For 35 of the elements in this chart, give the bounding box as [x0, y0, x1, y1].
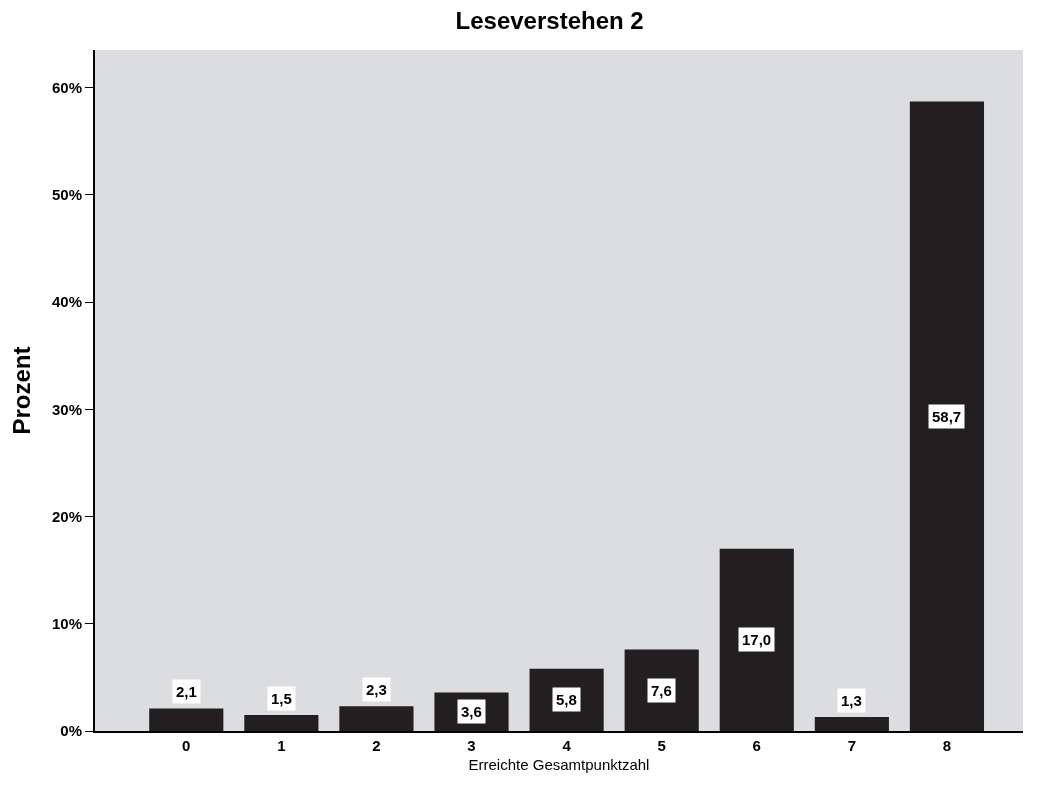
y-tick-label: 0%	[60, 722, 82, 740]
y-tick-label: 30%	[51, 400, 82, 418]
bar	[909, 101, 985, 731]
x-tick-label: 1	[277, 737, 286, 754]
data-label: 58,7	[932, 408, 962, 425]
bar	[719, 548, 794, 731]
bar	[339, 706, 414, 731]
y-tick-label: 20%	[51, 507, 82, 525]
bar	[149, 708, 224, 731]
x-tick-label: 6	[752, 737, 761, 754]
data-label: 5,8	[556, 691, 577, 708]
bar	[814, 717, 889, 731]
y-tick-label: 40%	[51, 293, 82, 311]
x-tick-label: 0	[182, 737, 191, 754]
x-tick-label: 3	[467, 737, 476, 754]
bar	[244, 714, 319, 731]
y-tick-label: 60%	[51, 78, 82, 96]
y-axis-title: Prozent	[7, 346, 35, 435]
x-tick-label: 5	[657, 737, 666, 754]
data-label: 3,6	[461, 703, 482, 720]
x-tick-label: 7	[847, 737, 857, 754]
data-label: 17,0	[742, 631, 772, 648]
x-tick-label: 8	[942, 737, 952, 754]
data-label: 1,5	[271, 690, 292, 707]
x-tick-label: 4	[562, 737, 572, 754]
data-label: 1,3	[841, 692, 862, 709]
y-tick-label: 10%	[51, 615, 82, 633]
x-tick-label: 2	[372, 737, 381, 754]
data-label: 2,3	[366, 681, 387, 698]
data-label: 7,6	[651, 682, 672, 699]
chart-title: Leseverstehen 2	[455, 6, 644, 34]
y-tick-label: 50%	[51, 186, 82, 204]
data-label: 2,1	[176, 683, 197, 700]
x-axis-title: Erreichte Gesamtpunktzahl	[468, 755, 650, 773]
bar	[624, 649, 699, 731]
